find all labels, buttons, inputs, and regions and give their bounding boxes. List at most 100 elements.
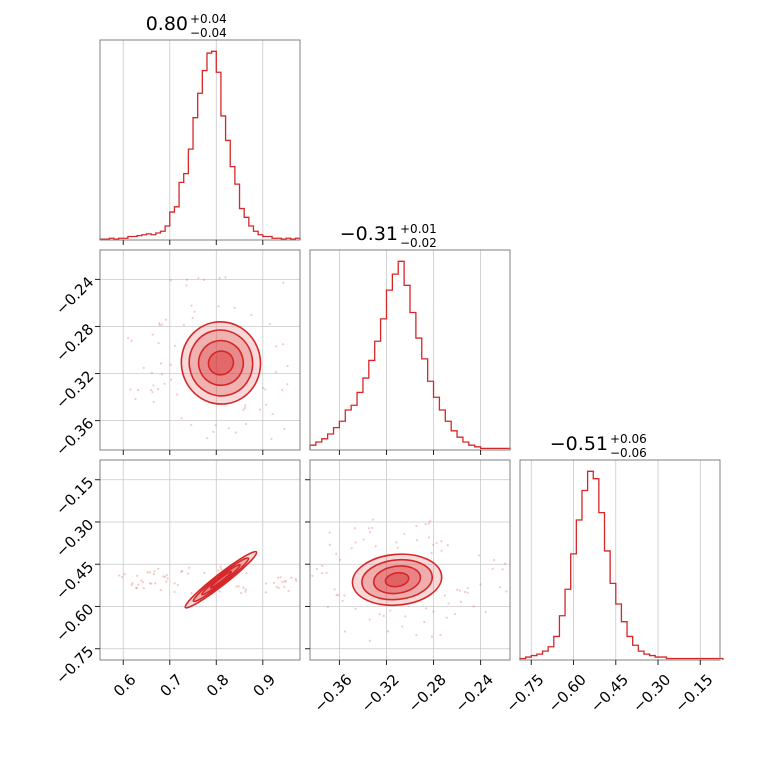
sample-point bbox=[140, 579, 143, 582]
panel-title-upper: +0.06 bbox=[610, 432, 647, 446]
sample-point bbox=[262, 386, 265, 389]
sample-point bbox=[180, 570, 183, 573]
y-tick-label: −0.36 bbox=[52, 414, 97, 459]
sample-point bbox=[396, 546, 399, 549]
sample-point bbox=[427, 536, 431, 539]
sample-point bbox=[279, 576, 282, 579]
sample-point bbox=[281, 580, 284, 584]
sample-point bbox=[180, 417, 183, 420]
sample-point bbox=[150, 582, 153, 585]
axes-frame bbox=[99, 459, 301, 661]
sample-point bbox=[148, 582, 152, 585]
histogram-step-line bbox=[309, 260, 511, 450]
sample-point bbox=[217, 569, 220, 572]
sample-point bbox=[362, 538, 365, 541]
sample-point bbox=[466, 586, 469, 590]
sample-point bbox=[274, 370, 278, 373]
sample-point bbox=[440, 540, 443, 543]
sample-point bbox=[498, 586, 501, 589]
sample-point bbox=[244, 404, 247, 407]
sample-point bbox=[432, 610, 435, 613]
sample-point bbox=[339, 558, 342, 561]
sample-point bbox=[368, 639, 371, 642]
sample-point bbox=[280, 388, 284, 392]
sample-point bbox=[429, 520, 432, 523]
y-tick-label: −0.45 bbox=[52, 558, 97, 603]
x-tick-label: −0.75 bbox=[502, 671, 547, 716]
sample-point bbox=[136, 389, 140, 392]
sample-point bbox=[459, 600, 463, 603]
sample-point bbox=[368, 618, 371, 621]
sample-point bbox=[354, 607, 357, 611]
hist-panel-0: 0.80 +0.04−0.04 bbox=[99, 12, 301, 245]
sample-point bbox=[445, 616, 448, 619]
sample-point bbox=[277, 576, 280, 579]
y-tick-label: −0.60 bbox=[52, 600, 97, 645]
sample-point bbox=[454, 612, 457, 616]
sample-point bbox=[152, 572, 155, 576]
axes-frame bbox=[309, 249, 511, 451]
sample-point bbox=[427, 522, 430, 525]
sample-point bbox=[382, 614, 385, 617]
x-tick-label: −0.32 bbox=[358, 671, 403, 716]
sample-point bbox=[415, 539, 418, 542]
sample-point bbox=[290, 576, 293, 579]
panel-title-lower: −0.02 bbox=[400, 236, 437, 250]
sample-point bbox=[244, 588, 247, 591]
sample-point bbox=[311, 574, 314, 577]
sample-point bbox=[150, 371, 154, 375]
sample-point bbox=[283, 428, 286, 431]
sample-point bbox=[287, 589, 290, 592]
sample-point bbox=[354, 541, 357, 544]
sample-point bbox=[131, 581, 134, 585]
contour-level-0 bbox=[180, 321, 262, 405]
sample-point bbox=[244, 406, 247, 409]
x-tick-label: −0.45 bbox=[587, 671, 632, 716]
sample-point bbox=[484, 611, 487, 614]
sample-point bbox=[389, 609, 392, 612]
sample-point bbox=[264, 388, 267, 391]
sample-point bbox=[163, 575, 166, 578]
sample-point bbox=[130, 583, 133, 587]
sample-point bbox=[325, 571, 328, 574]
sample-point bbox=[432, 543, 435, 546]
hist-panel-2: −0.51 +0.06−0.06 bbox=[519, 432, 724, 665]
sample-point bbox=[157, 567, 160, 570]
sample-point bbox=[245, 572, 248, 575]
sample-point bbox=[190, 423, 193, 427]
sample-point bbox=[479, 583, 482, 586]
sample-point bbox=[137, 583, 140, 586]
sample-point bbox=[401, 625, 404, 628]
sample-point bbox=[206, 437, 209, 440]
sample-point bbox=[424, 523, 427, 526]
sample-point bbox=[218, 590, 221, 593]
histogram-step-line bbox=[99, 50, 301, 240]
sample-point bbox=[227, 427, 230, 430]
sample-point bbox=[214, 424, 217, 427]
panel-title-lower: −0.04 bbox=[190, 26, 227, 40]
contour-panel-0: −0.36−0.32−0.28−0.24 bbox=[52, 249, 301, 459]
sample-point bbox=[443, 594, 447, 597]
sample-point bbox=[244, 422, 247, 426]
sample-point bbox=[335, 552, 338, 555]
sample-point bbox=[158, 323, 162, 327]
sample-point bbox=[141, 581, 145, 584]
x-tick-label: −0.24 bbox=[452, 671, 497, 716]
sample-point bbox=[282, 343, 285, 346]
sample-point bbox=[369, 530, 372, 534]
sample-point bbox=[185, 284, 188, 287]
sample-point bbox=[157, 387, 160, 391]
x-tick-label: 0.7 bbox=[156, 671, 186, 701]
sample-point bbox=[142, 586, 145, 590]
sample-point bbox=[134, 397, 137, 401]
histogram-step-line bbox=[519, 470, 724, 660]
sample-point bbox=[166, 577, 169, 580]
sample-point bbox=[186, 572, 190, 575]
sample-point bbox=[219, 565, 222, 568]
sample-point bbox=[458, 589, 461, 592]
sample-point bbox=[265, 403, 268, 406]
sample-point bbox=[270, 437, 273, 440]
sample-point bbox=[250, 313, 253, 317]
sample-point bbox=[493, 558, 496, 562]
sample-point bbox=[456, 588, 459, 591]
